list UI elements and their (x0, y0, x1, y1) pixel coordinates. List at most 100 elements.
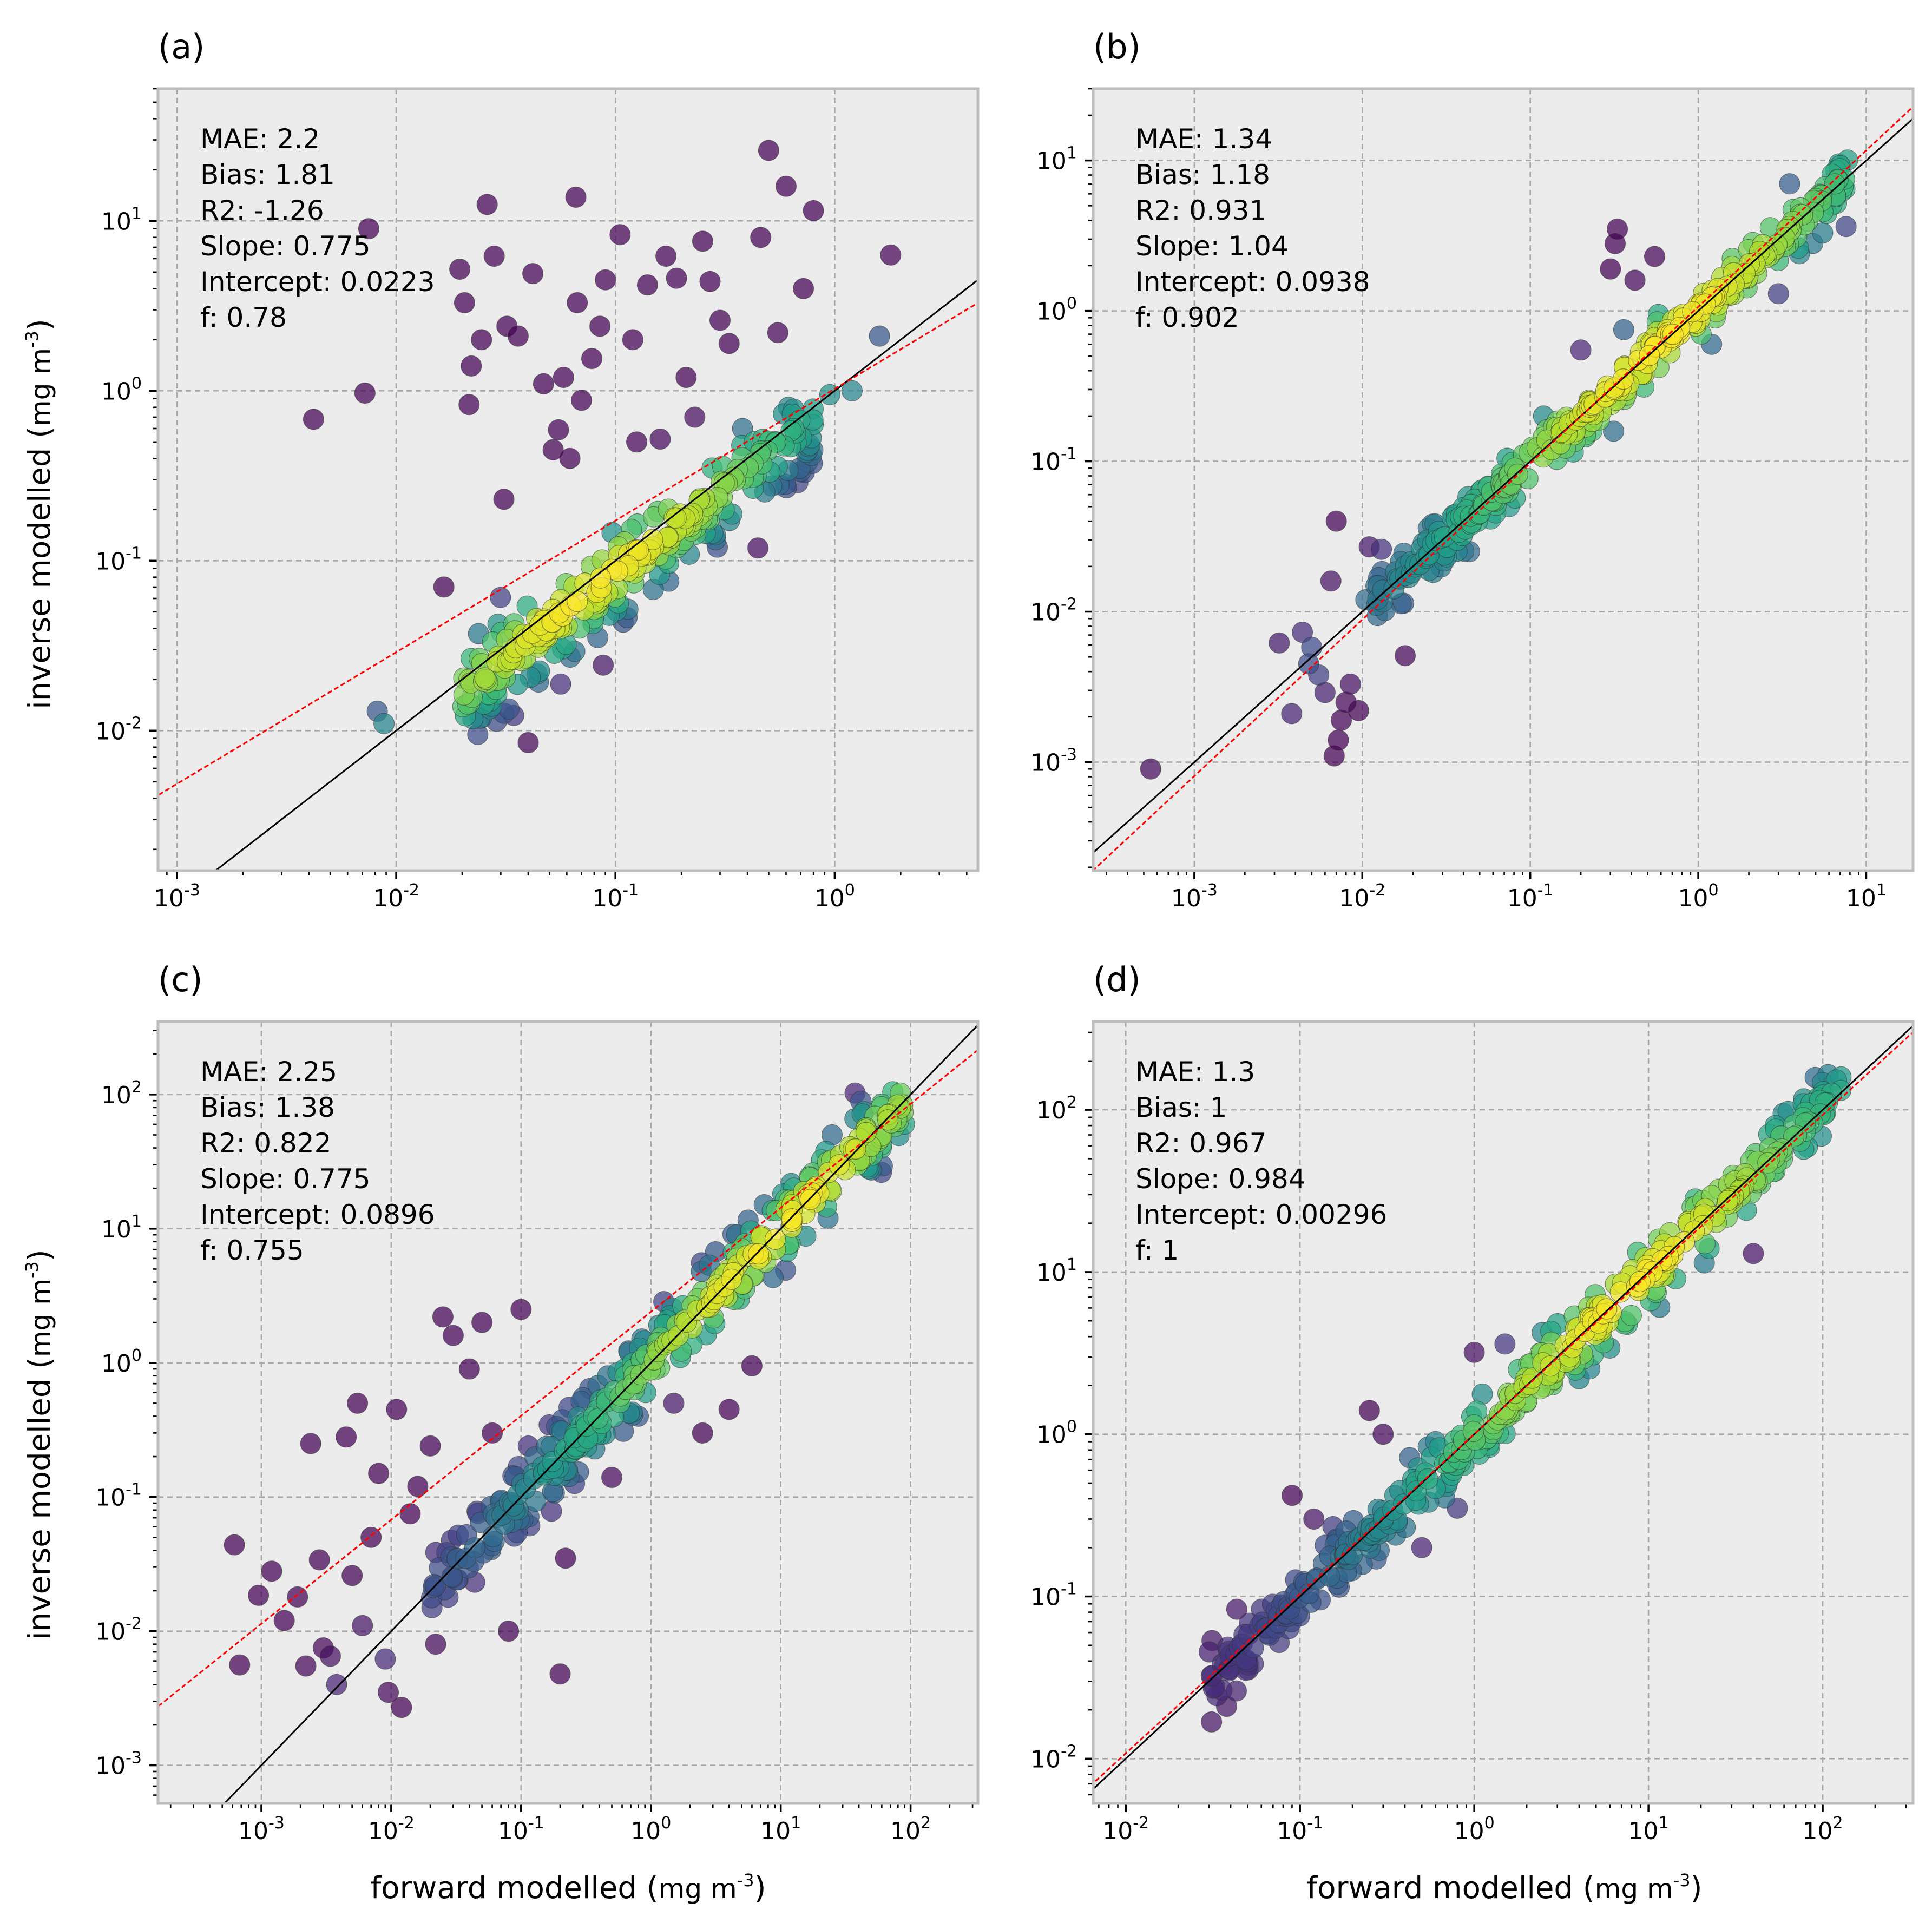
scatter-point (718, 1399, 740, 1420)
x-tick-label: 10-1 (1507, 881, 1554, 912)
scatter-point (248, 1584, 270, 1606)
scatter-point (626, 431, 648, 453)
one-to-one-line (1093, 117, 1913, 854)
y-axis-title-bottom-unit: mg m (25, 1279, 56, 1357)
scatter-point (665, 507, 687, 529)
x-tick-label: 100 (814, 881, 855, 912)
scatter-point (750, 227, 772, 248)
scatter-point (666, 267, 687, 289)
scatter-point (1604, 233, 1626, 254)
stat-line: Intercept: 0.0938 (1135, 266, 1370, 298)
scatter-point (1779, 173, 1800, 195)
y-tick-label: 10-1 (1030, 1580, 1077, 1611)
scatter-point (1281, 703, 1303, 725)
x-axis-title-right-unit-exp: -3 (1673, 1870, 1691, 1891)
scatter-point (1339, 673, 1361, 695)
panel-c-label: (c) (158, 960, 202, 999)
scatter-point (880, 244, 902, 266)
scatter-point (567, 292, 588, 314)
plot-frame (156, 87, 980, 872)
scatter-point (595, 269, 616, 291)
scatter-point (1540, 1355, 1561, 1377)
stats-block: MAE: 1.3 Bias: 1 R2: 0.967 Slope: 0.984 Inte… (1135, 1056, 1387, 1266)
axis-ticks: 10-2 10-1 100 101 102 10-2 10-1 100 101 102 MAE: 1… (149, 1020, 1915, 1845)
scatter-point (391, 1697, 412, 1718)
scatter-point (1600, 258, 1621, 280)
y-tick-label: 101 (1036, 144, 1077, 175)
stat-line: MAE: 2.2 (200, 123, 320, 155)
y-tick-label: 100 (101, 1346, 142, 1378)
scatter-point (303, 409, 325, 430)
scatter-points (1198, 1064, 1852, 1733)
scatter-point (747, 537, 769, 559)
stat-line: Bias: 1.18 (1135, 159, 1270, 190)
scatter-point (542, 439, 564, 460)
one-to-one-line (223, 1024, 978, 1803)
scatter-point (510, 1299, 532, 1320)
scatter-point (741, 1355, 763, 1376)
stat-line: Slope: 0.775 (200, 230, 371, 262)
scatter-point (649, 428, 671, 450)
scatter-point (845, 1138, 866, 1160)
scatter-point (358, 218, 380, 240)
stat-line: f: 1 (1135, 1235, 1179, 1266)
scatter-point (360, 1526, 382, 1548)
x-axis-title-right-unit: mg m (1595, 1873, 1673, 1905)
stat-line: Bias: 1.38 (200, 1092, 335, 1123)
axis-ticks: 10-2 10-1 100 101 102 10-2 10-1 100 101 102 MAE: 1… (95, 87, 1915, 1845)
y-tick-label: 100 (1036, 294, 1077, 326)
scatter-point (570, 390, 593, 411)
scatter-point (354, 382, 376, 404)
x-tick-label: 100 (630, 1814, 671, 1845)
reference-lines (1093, 1024, 1913, 1790)
y-axis-title-top-label: inverse modelled (22, 448, 57, 709)
scatter-point (555, 1547, 576, 1569)
plot-area (158, 89, 978, 871)
scatter-point (1743, 1243, 1764, 1264)
scatter-point (565, 186, 587, 208)
y-tick-label: 101 (101, 1212, 142, 1243)
y-tick-label: 101 (1036, 1255, 1077, 1287)
scatter-point (517, 732, 539, 754)
plot-frame (1092, 87, 1915, 872)
y-tick-label: 10-2 (95, 1615, 142, 1646)
axis-ticks (1085, 1022, 1913, 1812)
scatter-point (803, 200, 824, 221)
x-axis-title-left-unit-exp: -3 (737, 1870, 754, 1891)
scatter-point (1330, 709, 1352, 731)
scatter-point (622, 329, 643, 351)
x-tick-label: 100 (1678, 881, 1719, 912)
x-axis-title-left-unit: mg m (659, 1873, 737, 1905)
scatter-point (458, 394, 480, 416)
scatter-point (373, 713, 395, 734)
scatter-point (1328, 729, 1349, 751)
scatter-point (326, 1674, 347, 1695)
x-tick-label: 10-1 (1277, 1814, 1323, 1845)
scatter-point (550, 673, 571, 695)
x-tick-label: 10-3 (154, 881, 200, 912)
scatter-point (636, 274, 659, 296)
scatter-point (855, 1122, 877, 1143)
scatter-point (341, 1565, 363, 1586)
scatter-point (764, 1228, 786, 1250)
stat-line: Slope: 0.984 (1135, 1163, 1306, 1195)
scatter-point (877, 1109, 899, 1131)
one-to-one-line (214, 279, 978, 871)
scatter-point (377, 1682, 399, 1703)
scatter-point (407, 1476, 429, 1497)
scatter-point (1298, 653, 1319, 675)
scatter-point (553, 366, 575, 388)
stat-line: Intercept: 0.0896 (200, 1199, 435, 1230)
scatter-point (399, 1503, 421, 1525)
scatter-point (533, 373, 555, 394)
regression-line (158, 1049, 978, 1708)
scatter-point (1325, 510, 1347, 532)
stat-line: Intercept: 0.0223 (200, 266, 435, 298)
scatter-point (1624, 269, 1646, 291)
stat-line: f: 0.755 (200, 1235, 304, 1266)
scatter-point (1358, 1400, 1380, 1421)
scatter-point (792, 278, 814, 299)
y-tick-label: 10-2 (95, 714, 142, 745)
scatter-point (481, 1422, 503, 1444)
